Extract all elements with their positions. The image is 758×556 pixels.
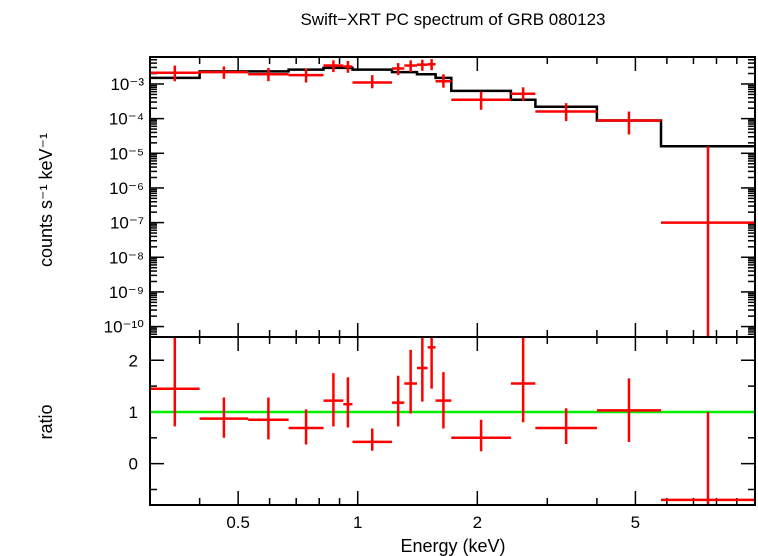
ratio-y-tick-label: 1: [129, 403, 138, 422]
ratio-y-tick-label: 2: [129, 351, 138, 370]
y-tick-label: 10⁻⁷: [110, 214, 144, 233]
x-axis-label: Energy (keV): [400, 536, 505, 556]
y-tick-label: 10⁻⁴: [109, 110, 144, 129]
top-y-axis-label: counts s⁻¹ keV⁻¹: [36, 133, 56, 267]
model-histogram: [150, 66, 755, 148]
y-tick-label: 10⁻⁶: [109, 179, 144, 198]
y-tick-label: 10⁻⁵: [109, 144, 144, 163]
ratio-data: [150, 337, 755, 505]
ratio-panel: 2 1 0: [129, 57, 756, 506]
ratio-panel-frame: [149, 336, 756, 506]
x-tick-label: 1: [353, 513, 362, 532]
x-tick-label: 0.5: [226, 513, 250, 532]
chart-title: Swift−XRT PC spectrum of GRB 080123: [300, 10, 605, 29]
ratio-y-tick-label: 0: [129, 455, 138, 474]
spectrum-data: [150, 59, 755, 337]
y-tick-label: 10⁻⁸: [109, 248, 144, 267]
y-tick-label: 10⁻⁹: [109, 283, 144, 302]
y-tick-label: 10⁻³: [110, 75, 144, 94]
ratio-y-axis-label: ratio: [36, 404, 56, 439]
x-tick-label: 5: [631, 513, 640, 532]
y-tick-label: 10⁻¹⁰: [104, 318, 145, 337]
spectrum-panel: 10⁻³ 10⁻⁴ 10⁻⁵ 10⁻⁶ 10⁻⁷ 10⁻⁸ 10⁻⁹ 10⁻¹⁰: [104, 56, 756, 338]
model-step-line: [150, 66, 755, 148]
x-tick-label: 2: [473, 513, 482, 532]
